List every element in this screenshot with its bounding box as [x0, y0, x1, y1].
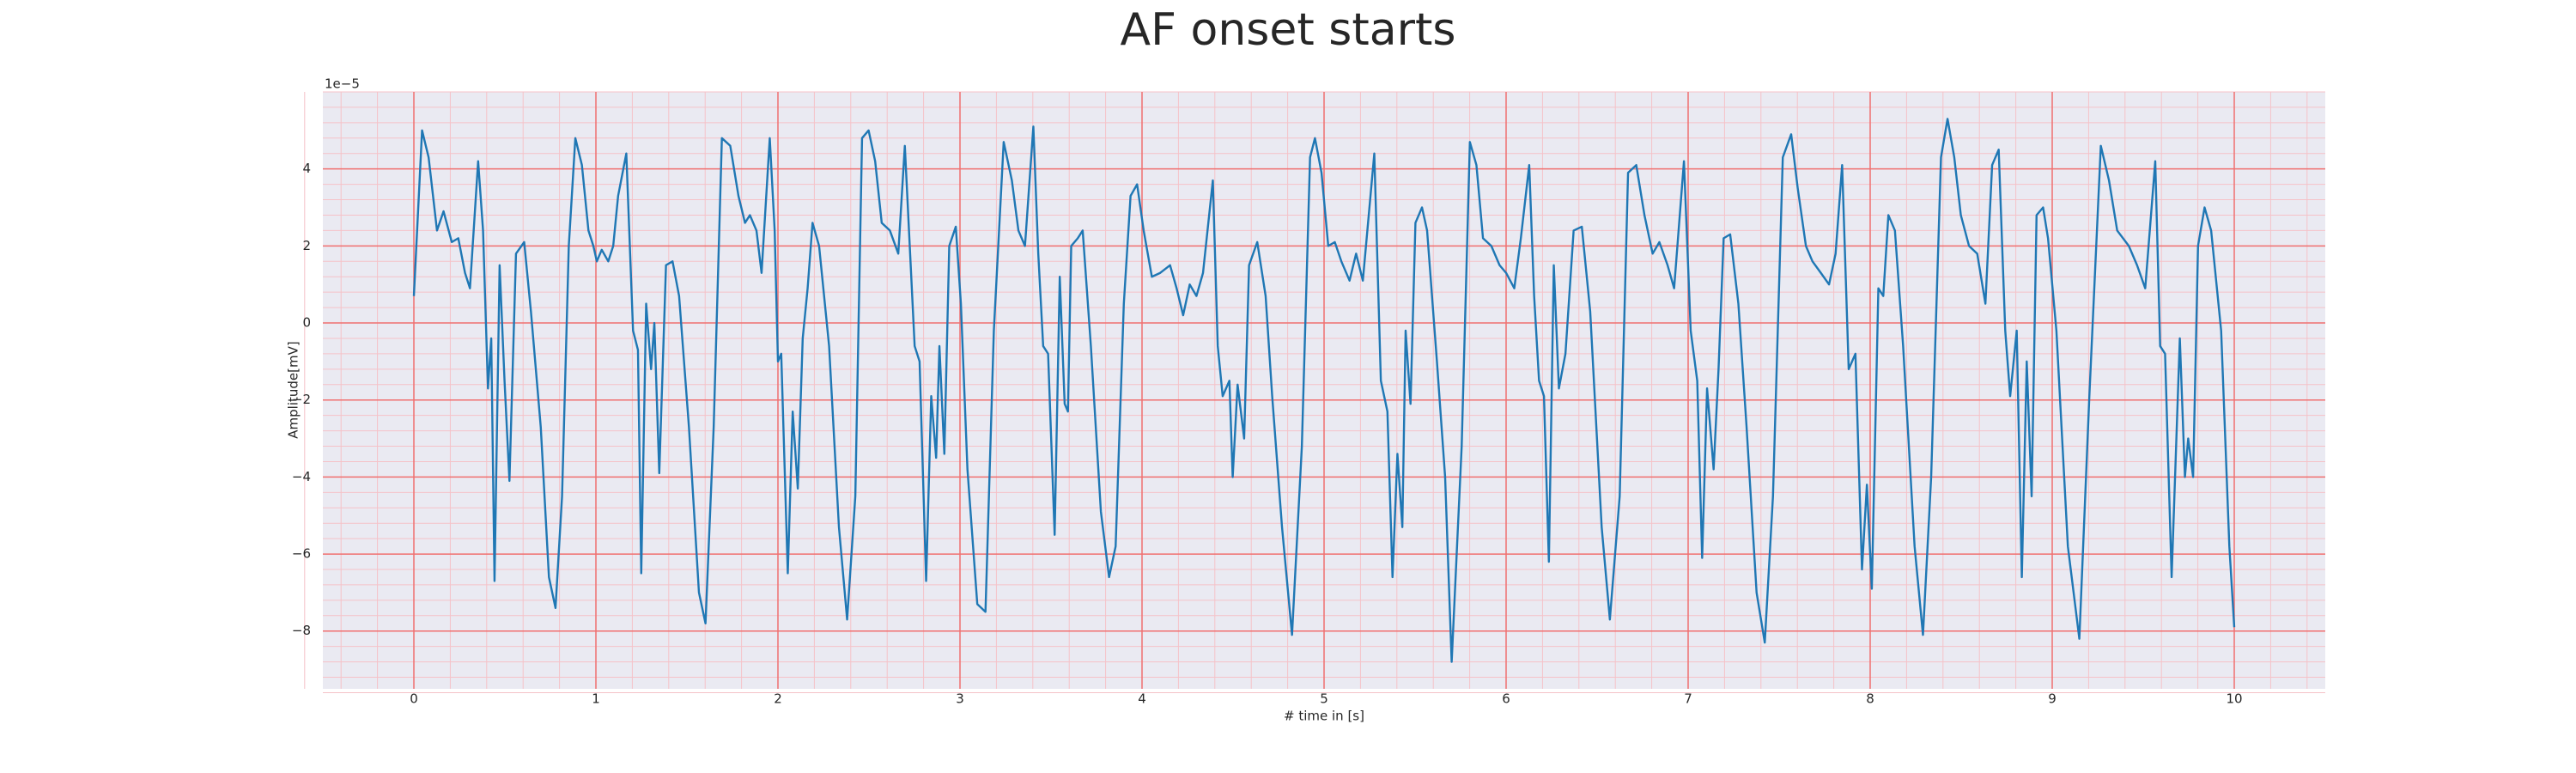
x-tick-label: 7 — [1684, 691, 1692, 707]
y-tick-label: −2 — [292, 392, 311, 407]
x-tick-label: 10 — [2226, 691, 2242, 707]
x-tick-label: 4 — [1138, 691, 1146, 707]
y-tick-label: −4 — [292, 469, 311, 484]
y-tick-label: −6 — [292, 546, 311, 562]
x-tick-label: 2 — [774, 691, 782, 707]
x-tick-label: 3 — [956, 691, 964, 707]
x-tick-label: 6 — [1502, 691, 1510, 707]
x-tick-label: 0 — [410, 691, 418, 707]
y-tick-label: 0 — [302, 315, 311, 331]
x-tick-label: 5 — [1320, 691, 1328, 707]
y-tick-label: 4 — [302, 161, 311, 176]
x-tick-label: 9 — [2048, 691, 2057, 707]
x-tick-label: 8 — [1866, 691, 1874, 707]
y-axis-label: Amplitude[mV] — [286, 341, 301, 438]
grid — [304, 91, 2325, 693]
line-series — [412, 118, 2236, 663]
chart-title: AF onset starts — [1121, 4, 1456, 56]
y-tick-label: −8 — [292, 623, 311, 638]
x-axis-label: # time in [s] — [1284, 709, 1364, 724]
x-tick-label: 1 — [592, 691, 600, 707]
y-offset-label: 1e−5 — [325, 76, 360, 92]
y-tick-label: 2 — [302, 238, 311, 253]
